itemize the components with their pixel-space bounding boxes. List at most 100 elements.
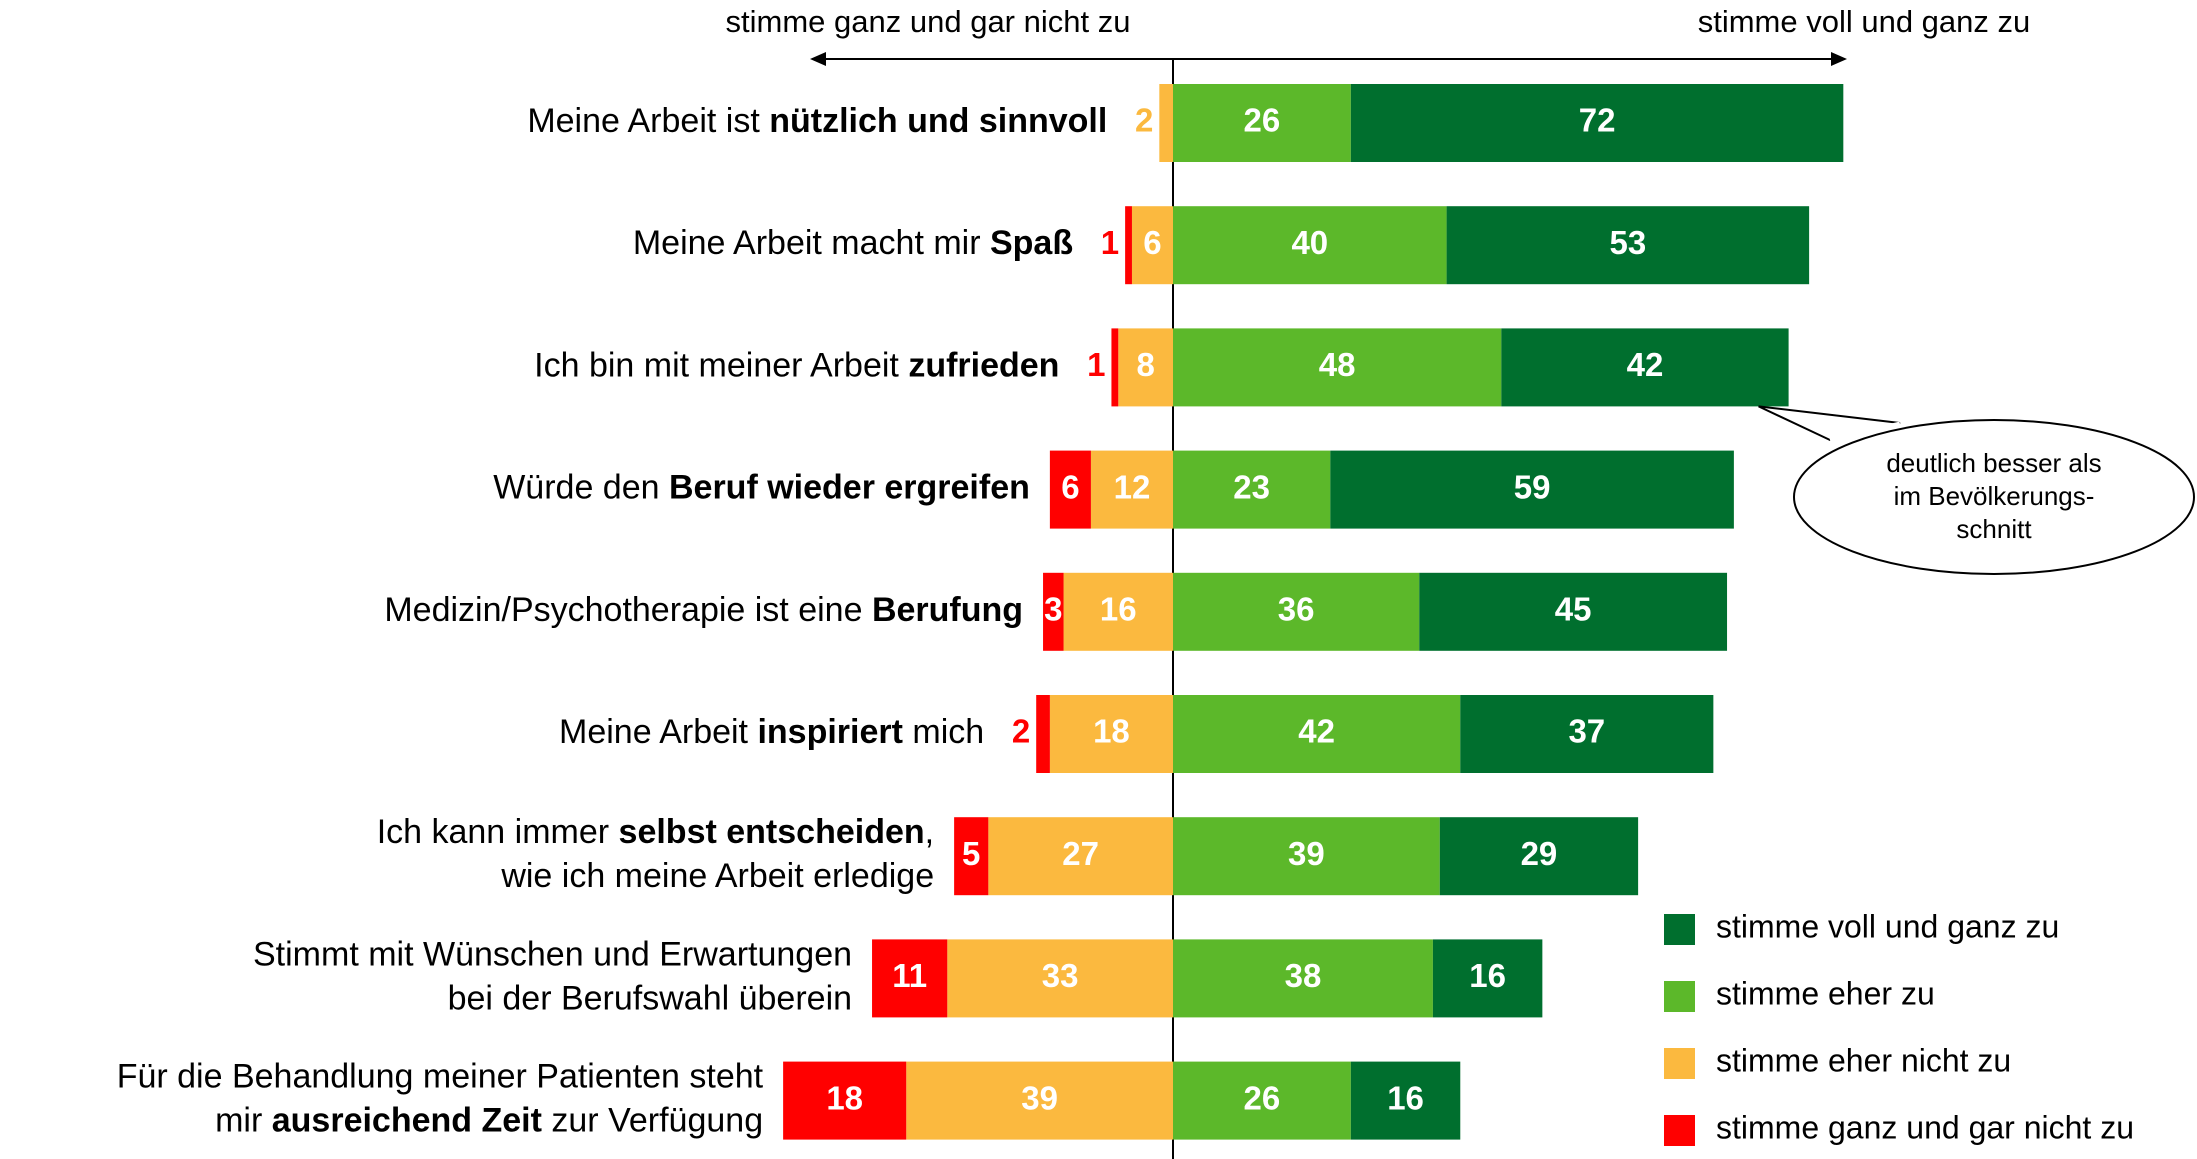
category-label: bei der Berufswahl überein [448, 979, 852, 1017]
value-label: 42 [1298, 713, 1335, 750]
category-label: Ich bin mit meiner Arbeit zufrieden [534, 346, 1059, 384]
bar-segment [1173, 328, 1502, 407]
value-label: 36 [1278, 591, 1315, 628]
bar-segment [988, 817, 1173, 896]
category-label-part: Meine Arbeit [559, 713, 757, 751]
category-label-part: Ich bin mit meiner Arbeit [534, 346, 908, 384]
category-label-part: ausreichend Zeit [272, 1102, 542, 1140]
value-label: 3 [1044, 591, 1062, 628]
arrow-head [810, 52, 826, 66]
value-label: 16 [1469, 957, 1506, 994]
category-label: Meine Arbeit macht mir Spaß [633, 224, 1073, 262]
value-label: 5 [962, 835, 980, 872]
value-label: 26 [1244, 102, 1281, 139]
category-label: Meine Arbeit ist nützlich und sinnvoll [527, 102, 1107, 140]
bar-segment [1118, 328, 1173, 407]
value-label: 8 [1136, 346, 1154, 383]
callout-seam [1829, 421, 1901, 443]
category-label-part: Ich kann immer [377, 813, 619, 851]
bar-segment [1439, 817, 1639, 896]
category-label-part: Würde den [493, 469, 669, 507]
value-label: 38 [1285, 957, 1322, 994]
category-label-part: nützlich und sinnvoll [769, 102, 1107, 140]
bar-segment [1173, 1061, 1351, 1140]
legend-swatch [1664, 1115, 1695, 1146]
value-label: 2 [1012, 713, 1030, 750]
callout-text: schnitt [1956, 514, 2032, 544]
value-label: 42 [1627, 346, 1664, 383]
category-label-part: inspiriert [757, 713, 902, 751]
value-label: 6 [1143, 224, 1161, 261]
category-label-part: Meine Arbeit macht mir [633, 224, 990, 262]
bar-segment [1049, 695, 1173, 773]
category-label-part: wie ich meine Arbeit erledige [500, 857, 934, 895]
value-label: 11 [892, 957, 927, 994]
legend-label: stimme voll und ganz zu [1716, 908, 2059, 944]
bar-segment [1090, 450, 1173, 529]
bar-segment [1173, 450, 1331, 529]
category-label: wie ich meine Arbeit erledige [500, 857, 934, 895]
category-label-part: mich [903, 713, 984, 751]
category-label-part: Stimmt mit Wünschen und Erwartungen [253, 935, 852, 973]
value-label: 53 [1610, 224, 1647, 261]
bar-segment [1350, 1061, 1461, 1140]
bar-segment [1419, 572, 1728, 651]
category-label-part: Spaß [990, 224, 1073, 262]
category-label-part: Für die Behandlung meiner Patienten steh… [117, 1058, 764, 1096]
legend-swatch [1664, 914, 1695, 945]
bar-segment [1173, 84, 1351, 162]
bar-segment [1432, 939, 1543, 1018]
callout-text: im Bevölkerungs- [1894, 481, 2095, 511]
bar-segment [1159, 84, 1173, 162]
legend-label: stimme eher zu [1716, 975, 1935, 1011]
value-label: 39 [1021, 1079, 1058, 1116]
bar-segment [1173, 817, 1440, 896]
value-label: 18 [826, 1079, 863, 1116]
bar-segment [1063, 572, 1173, 651]
category-label: Meine Arbeit inspiriert mich [559, 713, 984, 751]
value-label: 27 [1062, 835, 1099, 872]
category-label: Ich kann immer selbst entscheiden, [377, 813, 934, 851]
bar-segment [1173, 572, 1420, 651]
category-label-part: Beruf wieder ergreifen [669, 469, 1030, 507]
value-label: 23 [1233, 468, 1270, 505]
value-label: 26 [1244, 1079, 1281, 1116]
value-label: 29 [1521, 835, 1558, 872]
category-label-part: Meine Arbeit ist [527, 102, 769, 140]
bar-segment [1131, 206, 1173, 285]
callout-text: deutlich besser als [1886, 448, 2101, 478]
value-label: 18 [1093, 713, 1130, 750]
value-label: 6 [1061, 468, 1079, 505]
value-label: 39 [1288, 835, 1325, 872]
value-label: 1 [1087, 346, 1105, 383]
category-label: mir ausreichend Zeit zur Verfügung [215, 1102, 763, 1140]
category-label: Stimmt mit Wünschen und Erwartungen [253, 935, 852, 973]
category-label-part: mir [215, 1102, 272, 1140]
category-label-part: Berufung [872, 591, 1023, 629]
category-label-part: , [925, 813, 934, 851]
legend-label: stimme eher nicht zu [1716, 1042, 2011, 1078]
bar-segment [1460, 695, 1714, 773]
legend-swatch [1664, 1048, 1695, 1079]
value-label: 1 [1101, 224, 1119, 261]
value-label: 48 [1319, 346, 1356, 383]
value-label: 16 [1387, 1079, 1424, 1116]
legend-swatch [1664, 981, 1695, 1012]
bar-segment [783, 1061, 907, 1140]
right-label: stimme voll und ganz zu [1698, 4, 2031, 39]
value-label: 2 [1135, 102, 1153, 139]
category-label: Medizin/Psychotherapie ist eine Berufung [384, 591, 1023, 629]
value-label: 72 [1579, 102, 1616, 139]
value-label: 16 [1100, 591, 1137, 628]
bar-segment [1036, 695, 1050, 773]
bar-segment [1501, 328, 1789, 407]
legend-label: stimme ganz und gar nicht zu [1716, 1109, 2134, 1145]
value-label: 45 [1555, 591, 1592, 628]
bar-segment [1111, 328, 1119, 407]
bar-segment [872, 939, 948, 1018]
bar-segment [1330, 450, 1734, 529]
bar-segment [1173, 206, 1447, 285]
bar-segment [1350, 84, 1844, 162]
category-label-part: Medizin/Psychotherapie ist eine [384, 591, 872, 629]
left-label: stimme ganz und gar nicht zu [726, 4, 1131, 39]
